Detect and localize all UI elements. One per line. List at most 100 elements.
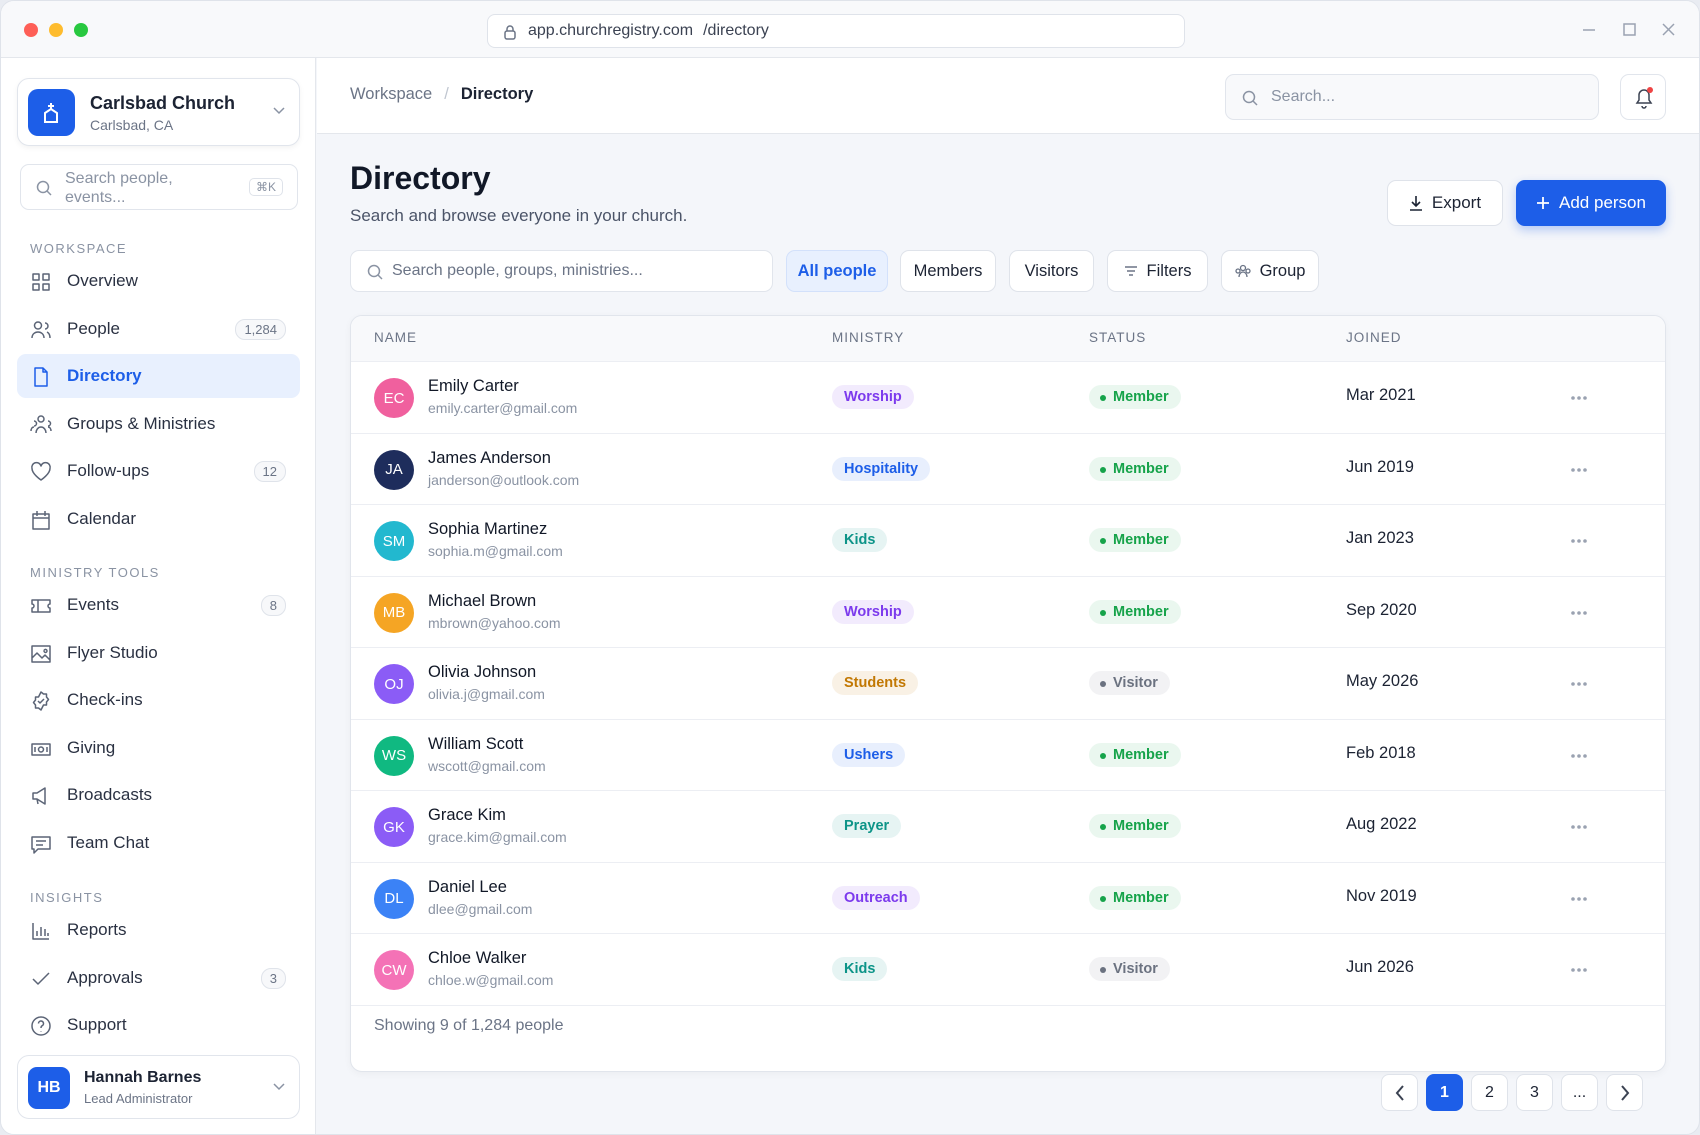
nav-icon bbox=[32, 511, 50, 530]
url-bar[interactable]: app.churchregistry.com/directory bbox=[487, 14, 1185, 48]
export-label: Export bbox=[1431, 193, 1482, 212]
ministry-pill: Kids bbox=[832, 957, 888, 981]
sidebar-search[interactable]: Search people, events... ⌘K bbox=[20, 164, 298, 210]
row-menu[interactable] bbox=[1567, 677, 1591, 689]
nav-item[interactable]: Giving bbox=[17, 726, 300, 770]
avatar: GK bbox=[374, 807, 414, 847]
close-dot[interactable] bbox=[24, 23, 38, 37]
nav-label: Calendar bbox=[67, 509, 136, 528]
row-menu[interactable] bbox=[1567, 820, 1591, 832]
ministry-pill: Students bbox=[832, 671, 919, 695]
nav-label: Support bbox=[67, 1015, 127, 1035]
nav-icon bbox=[34, 367, 48, 387]
status-pill: Member bbox=[1089, 385, 1181, 409]
min-dot[interactable] bbox=[49, 23, 63, 37]
filter-search[interactable]: Search people, groups, ministries... bbox=[350, 250, 773, 292]
nav-item[interactable]: Check-ins bbox=[17, 678, 300, 722]
org-name: Carlsbad Church bbox=[90, 93, 236, 113]
row-menu[interactable] bbox=[1567, 963, 1591, 975]
row-menu[interactable] bbox=[1567, 892, 1591, 904]
nav-item[interactable]: Calendar bbox=[17, 497, 300, 541]
user-card[interactable]: HB Hannah Barnes Lead Administrator bbox=[17, 1055, 300, 1119]
table-row: CW Chloe Walker chloe.w@gmail.com Kids Visit… bbox=[351, 933, 1665, 1005]
page-button[interactable]: 2 bbox=[1471, 1074, 1508, 1111]
nav-label: Overview bbox=[67, 271, 138, 290]
notifications[interactable] bbox=[1620, 74, 1666, 120]
nav-icon bbox=[32, 691, 50, 711]
title-bar: app.churchregistry.com/directory bbox=[1, 1, 1699, 58]
url-host: app.churchregistry.com bbox=[528, 22, 694, 39]
row-menu[interactable] bbox=[1567, 534, 1591, 546]
page-button[interactable]: 1 bbox=[1426, 1074, 1463, 1111]
row-menu[interactable] bbox=[1567, 463, 1591, 475]
filter-tab[interactable]: Visitors bbox=[1009, 250, 1094, 292]
page-button[interactable]: 3 bbox=[1516, 1074, 1553, 1111]
nav-item[interactable]: Flyer Studio bbox=[17, 631, 300, 675]
chevron bbox=[273, 107, 285, 115]
table-row: JA James Anderson janderson@outlook.com Hos… bbox=[351, 432, 1665, 505]
user-avatar: HB bbox=[28, 1067, 70, 1109]
table-card: NAME MINISTRY STATUS JOINED EC Emily Carter e… bbox=[350, 315, 1666, 1072]
filter-tab[interactable]: Members bbox=[900, 250, 996, 292]
filter-tab[interactable]: All people bbox=[786, 250, 888, 292]
status-dot bbox=[1100, 681, 1106, 687]
nav-item[interactable]: Approvals 3 bbox=[17, 956, 300, 1000]
person-email: sophia.m@gmail.com bbox=[428, 543, 563, 559]
page-button[interactable]: ... bbox=[1561, 1074, 1598, 1111]
next-page[interactable] bbox=[1606, 1074, 1643, 1111]
nav-icon bbox=[30, 415, 52, 433]
window-controls[interactable] bbox=[1581, 21, 1681, 39]
nav-icon bbox=[31, 836, 51, 854]
add-person-button[interactable]: Add person bbox=[1516, 180, 1666, 226]
top-search[interactable]: Search... bbox=[1225, 74, 1599, 120]
nav-item[interactable]: People 1,284 bbox=[17, 307, 300, 351]
crumb[interactable]: Workspace bbox=[350, 85, 433, 103]
table-row: WS William Scott wscott@gmail.com Ushers Mem… bbox=[351, 718, 1665, 791]
nav-badge: 8 bbox=[260, 595, 286, 616]
filter-tab[interactable]: Group bbox=[1221, 250, 1319, 292]
joined-date: Feb 2018 bbox=[1346, 743, 1416, 762]
avatar: CW bbox=[374, 950, 414, 990]
status-pill: Member bbox=[1089, 814, 1181, 838]
joined-date: Sep 2020 bbox=[1346, 600, 1417, 619]
person-name: Chloe Walker bbox=[428, 949, 527, 967]
joined-date: Jun 2019 bbox=[1346, 457, 1414, 476]
search-placeholder: Search people, groups, ministries... bbox=[392, 262, 643, 279]
nav-item[interactable]: Overview bbox=[17, 259, 300, 303]
person-email: emily.carter@gmail.com bbox=[428, 400, 578, 416]
status-label: Member bbox=[1113, 389, 1169, 405]
nav-icon bbox=[32, 787, 46, 806]
max-dot[interactable] bbox=[74, 23, 88, 37]
org-card[interactable]: Carlsbad Church Carlsbad, CA bbox=[17, 78, 300, 146]
nav-item[interactable]: Reports bbox=[17, 908, 300, 952]
nav-item[interactable]: Broadcasts bbox=[17, 773, 300, 817]
table-footer-rule bbox=[351, 1004, 1665, 1006]
nav-item[interactable]: Events 8 bbox=[17, 583, 300, 627]
nav-item[interactable]: Team Chat bbox=[17, 821, 300, 865]
status-pill: Member bbox=[1089, 456, 1181, 481]
status-pill: Member bbox=[1089, 599, 1181, 624]
nav-item[interactable]: Groups & Ministries bbox=[17, 402, 300, 446]
ministry-pill: Worship bbox=[832, 599, 914, 624]
lock-icon bbox=[504, 25, 516, 40]
filter-tab[interactable]: Filters bbox=[1107, 250, 1208, 292]
shortcut: ⌘K bbox=[248, 178, 283, 196]
row-menu[interactable] bbox=[1567, 606, 1591, 618]
nav-item[interactable]: Follow-ups 12 bbox=[17, 449, 300, 493]
nav-item[interactable]: Support bbox=[17, 1003, 300, 1047]
prev-page[interactable] bbox=[1381, 1074, 1418, 1111]
table-row: EC Emily Carter emily.carter@gmail.com Wors… bbox=[351, 361, 1665, 433]
page-title: Directory bbox=[350, 160, 491, 196]
row-menu[interactable] bbox=[1567, 391, 1591, 403]
nav-icon bbox=[31, 320, 51, 338]
person-email: janderson@outlook.com bbox=[428, 471, 580, 488]
status-label: Member bbox=[1113, 460, 1169, 477]
nav-icon bbox=[32, 273, 50, 291]
nav-item[interactable]: Directory bbox=[17, 354, 300, 399]
row-menu[interactable] bbox=[1567, 749, 1591, 761]
person-name: Sophia Martinez bbox=[428, 520, 548, 538]
tab-label: Members bbox=[913, 261, 983, 280]
ministry-pill: Hospitality bbox=[832, 456, 931, 481]
export-button[interactable]: Export bbox=[1387, 180, 1503, 226]
avatar: WS bbox=[374, 735, 414, 776]
